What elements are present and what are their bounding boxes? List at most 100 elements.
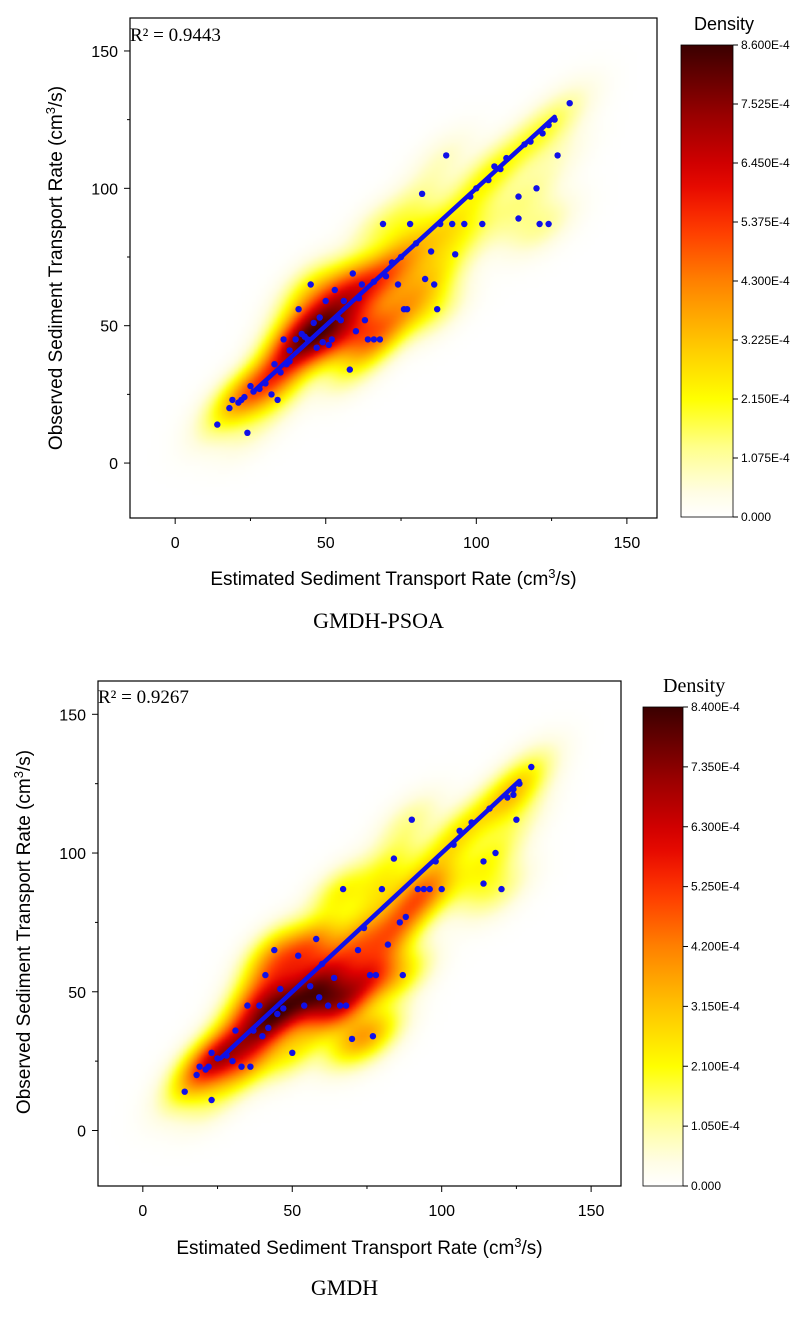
colorbar-tick-label: 7.525E-4 [741, 97, 790, 111]
y-tick-label: 150 [91, 44, 118, 61]
data-point [421, 275, 429, 283]
data-point [533, 185, 540, 192]
data-point [354, 946, 362, 954]
data-point [322, 297, 329, 305]
data-point [256, 385, 263, 393]
y-tick-label: 0 [77, 1124, 86, 1141]
data-point [247, 1063, 254, 1070]
data-point [394, 281, 402, 288]
data-point [369, 1033, 377, 1040]
data-point [503, 154, 510, 162]
r-squared-annotation: R² = 0.9443 [130, 25, 221, 46]
density-heatmap [98, 681, 621, 1186]
data-point [515, 193, 522, 200]
data-point [214, 421, 221, 428]
data-point [304, 336, 311, 343]
data-point [223, 1052, 230, 1059]
data-point [238, 1063, 245, 1070]
data-point [328, 336, 335, 343]
data-point [527, 138, 534, 145]
data-point [388, 259, 396, 266]
data-point [277, 985, 284, 993]
data-point [226, 404, 233, 412]
colorbar-tick-label: 6.300E-4 [691, 820, 740, 834]
data-point [431, 281, 438, 288]
colorbar-tick-label: 3.150E-4 [691, 999, 740, 1013]
y-tick-label: 50 [100, 319, 118, 336]
colorbar-title: Density [663, 675, 725, 697]
data-point [340, 297, 347, 305]
data-point [280, 336, 287, 343]
data-point [376, 336, 384, 343]
data-point [208, 1049, 215, 1057]
plot-frame [97, 680, 622, 1187]
data-point [461, 220, 468, 228]
y-tick-label: 0 [109, 456, 118, 473]
data-point [516, 780, 523, 787]
data-point [408, 816, 415, 823]
data-point [412, 240, 420, 247]
data-point [515, 215, 522, 222]
data-point [510, 786, 517, 793]
x-tick-label: 100 [428, 1203, 455, 1220]
data-point [485, 176, 492, 184]
data-point [280, 1005, 287, 1012]
data-point [361, 317, 369, 324]
data-point [486, 805, 493, 812]
data-point [473, 185, 480, 192]
data-point [232, 1027, 239, 1034]
data-point [498, 885, 505, 893]
colorbar-tick-label: 5.250E-4 [691, 880, 740, 894]
data-point [450, 841, 457, 848]
data-point [355, 295, 363, 302]
x-axis-label: Estimated Sediment Transport Rate (cm3/s… [176, 1235, 542, 1259]
data-point [360, 924, 368, 932]
data-point [349, 270, 356, 277]
data-point [262, 380, 269, 387]
colorbar-tick-label: 1.050E-4 [691, 1119, 740, 1133]
data-point [497, 165, 504, 173]
colorbar-tick-label: 8.600E-4 [741, 38, 790, 52]
data-point [491, 163, 498, 170]
data-point [310, 319, 317, 327]
data-point [396, 919, 403, 926]
x-tick-label: 100 [463, 535, 490, 552]
data-point [545, 220, 552, 228]
data-point [319, 339, 326, 346]
y-axis-label: Observed Sediment Transport Rate (cm3/s) [11, 750, 35, 1114]
data-point [241, 393, 248, 401]
colorbar-tick-label: 2.150E-4 [741, 392, 790, 406]
data-point [292, 336, 299, 343]
colorbar-tick-label: 2.100E-4 [691, 1059, 740, 1073]
data-point [456, 827, 463, 834]
data-point [325, 341, 332, 349]
panel-title: GMDH-PSOA [313, 608, 444, 633]
data-point [348, 1035, 356, 1043]
data-point [205, 1063, 212, 1070]
data-point [468, 819, 475, 826]
x-tick-label: 150 [614, 535, 641, 552]
data-point [324, 1002, 332, 1009]
panel-title: GMDH [311, 1275, 378, 1300]
data-point [229, 1057, 236, 1065]
data-point [289, 1049, 296, 1057]
data-point [208, 1096, 215, 1104]
data-point [399, 971, 406, 979]
data-point [397, 253, 405, 261]
y-tick-label: 100 [91, 181, 118, 198]
data-point [295, 952, 302, 959]
data-point [313, 344, 320, 351]
data-point [480, 858, 487, 865]
density-heatmap [130, 18, 657, 518]
data-point [370, 278, 378, 285]
colorbar-tick-label: 7.350E-4 [691, 760, 740, 774]
data-point [301, 1002, 308, 1009]
data-point [402, 913, 409, 921]
data-point [382, 273, 390, 280]
data-point [378, 885, 386, 893]
data-point [307, 281, 314, 288]
data-point [366, 971, 374, 979]
data-point [331, 286, 338, 294]
data-point [434, 306, 441, 313]
